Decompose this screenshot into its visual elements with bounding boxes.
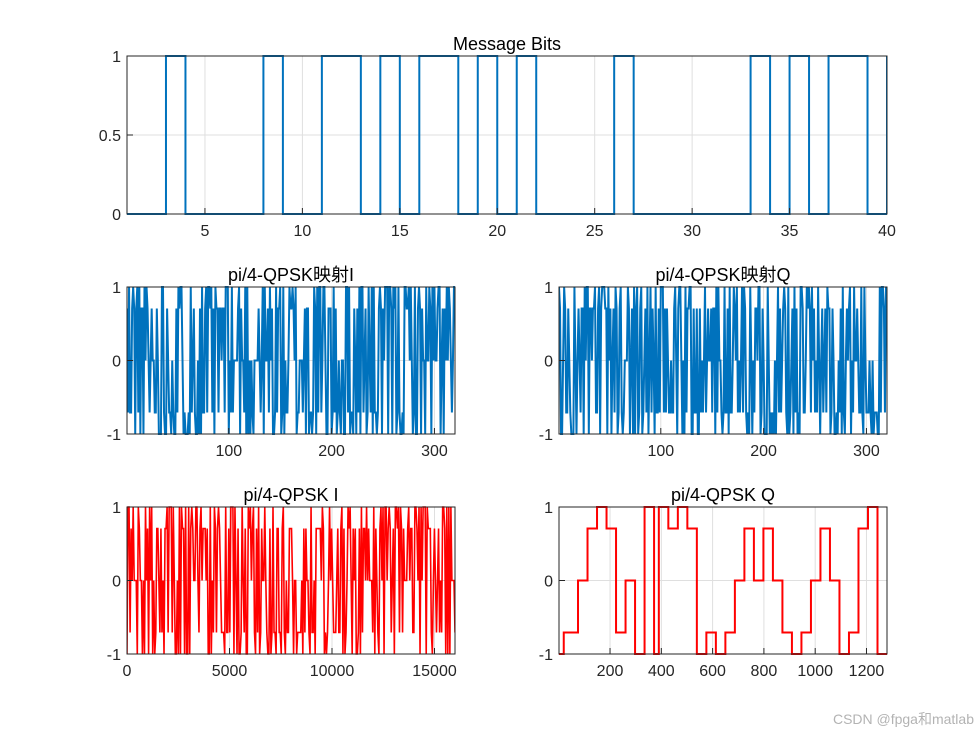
x-tick-label: 25 xyxy=(586,223,604,240)
x-tick-label: 800 xyxy=(751,663,778,680)
y-tick-label: -1 xyxy=(539,427,553,444)
x-tick-label: 200 xyxy=(318,443,345,460)
chart-title: pi/4-QPSK Q xyxy=(671,485,775,505)
x-tick-label: 300 xyxy=(421,443,448,460)
x-tick-label: 300 xyxy=(853,443,880,460)
x-tick-label: 10 xyxy=(293,223,311,240)
subplot-mapQ: 100 200 300 -1 0 1 pi/4-QPSK映射Q xyxy=(539,265,888,460)
y-tick-label: 0.5 xyxy=(99,128,121,145)
y-tick-label: -1 xyxy=(539,647,553,664)
x-tick-label: 200 xyxy=(597,663,624,680)
y-tick-label: 0 xyxy=(544,354,553,371)
x-tick-label: 400 xyxy=(648,663,675,680)
x-tick-label: 1200 xyxy=(849,663,885,680)
y-tick-label: 0 xyxy=(544,574,553,591)
y-tick-label: 1 xyxy=(544,280,553,297)
x-tick-label: 600 xyxy=(699,663,726,680)
chart-title: pi/4-QPSK映射Q xyxy=(655,265,790,285)
watermark: CSDN @fpga和matlab xyxy=(832,711,974,727)
series-line xyxy=(127,286,455,435)
x-tick-label: 0 xyxy=(123,663,132,680)
subplot-mapI: 100 200 300 -1 0 1 pi/4-QPSK映射I xyxy=(107,265,456,460)
x-tick-label: 100 xyxy=(215,443,242,460)
y-tick-label: 1 xyxy=(112,280,121,297)
x-tick-label: 20 xyxy=(488,223,506,240)
chart-title: pi/4-QPSK映射I xyxy=(228,265,354,285)
x-tick-label: 200 xyxy=(750,443,777,460)
x-tick-label: 35 xyxy=(781,223,799,240)
y-tick-label: -1 xyxy=(107,427,121,444)
x-tick-label: 5000 xyxy=(212,663,248,680)
subplot-outQ: 200 400 600 800 1000 1200 -1 0 1 pi/4-QPSK Q xyxy=(539,485,888,680)
x-tick-label: 30 xyxy=(683,223,701,240)
y-tick-label: 1 xyxy=(544,500,553,517)
y-tick-label: 0 xyxy=(112,574,121,591)
x-tick-label: 15 xyxy=(391,223,409,240)
y-tick-label: 1 xyxy=(112,49,121,66)
series-line xyxy=(127,506,455,655)
x-tick-label: 10000 xyxy=(310,663,355,680)
y-tick-label: 0 xyxy=(112,354,121,371)
x-tick-label: 5 xyxy=(200,223,209,240)
y-tick-label: 0 xyxy=(112,207,121,224)
subplot-bits: 5 10 15 20 25 30 35 40 0 0.5 1 Message Bits xyxy=(99,34,896,240)
y-tick-label: -1 xyxy=(107,647,121,664)
x-tick-label: 40 xyxy=(878,223,896,240)
chart-title: Message Bits xyxy=(453,34,561,54)
chart-title: pi/4-QPSK I xyxy=(243,485,338,505)
y-tick-label: 1 xyxy=(112,500,121,517)
x-tick-label: 15000 xyxy=(412,663,457,680)
series-line xyxy=(559,286,887,435)
x-tick-label: 1000 xyxy=(797,663,833,680)
x-tick-label: 100 xyxy=(647,443,674,460)
